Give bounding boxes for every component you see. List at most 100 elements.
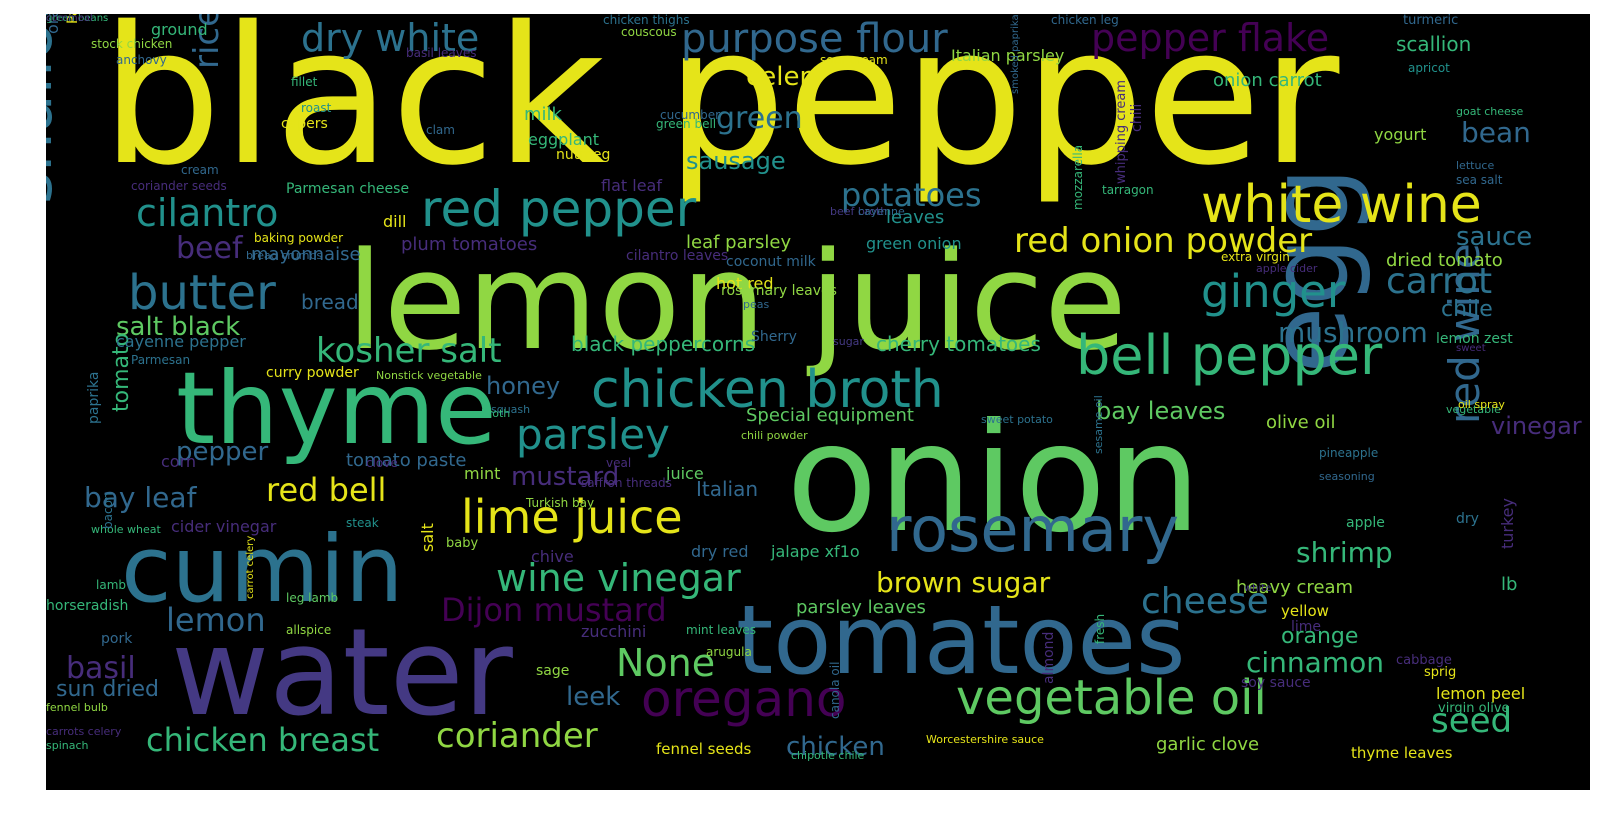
word-italian: Italian <box>696 477 759 501</box>
word-dry-white: dry white <box>301 16 480 60</box>
word-lemon-juice: lemon juice <box>346 223 1127 380</box>
word-seed: seed <box>1431 701 1513 741</box>
word-cloud: black pepper lemon juice onion water thyme to… <box>46 14 1590 790</box>
word-ground: ground <box>151 20 208 39</box>
word-lamb: lamb <box>96 578 126 592</box>
word-horseradish: horseradish <box>46 598 129 614</box>
word-dry: dry <box>1456 511 1479 527</box>
word-red-bell: red bell <box>266 471 387 509</box>
word-mustard: mustard <box>511 462 620 492</box>
word-plum-tomatoes: plum tomatoes <box>401 234 538 255</box>
word-celery: celery <box>746 62 826 92</box>
word-oregano: oregano <box>641 670 847 728</box>
word-paprika: paprika <box>86 371 102 424</box>
word-parsley-leaves: parsley leaves <box>796 597 926 618</box>
word-sugar: sugar <box>833 335 864 348</box>
word-vinegar: vinegar <box>1491 412 1582 440</box>
word-lemon: lemon <box>166 601 266 639</box>
word-scallion: scallion <box>1396 32 1472 56</box>
word-baby: baby <box>446 536 479 551</box>
word-leek: leek <box>566 682 621 712</box>
word-sweet: sweet <box>1456 343 1486 354</box>
word-cream: cream <box>181 163 219 177</box>
word-sage: sage <box>536 663 570 679</box>
word-clam: clam <box>426 123 455 137</box>
word-onion-carrot: onion carrot <box>1213 70 1322 91</box>
word-onion: onion <box>786 392 1202 566</box>
word-bread: bread <box>301 290 359 314</box>
word-apricot: apricot <box>1408 61 1450 75</box>
word-flat-leaf: flat leaf <box>601 176 662 195</box>
word-coriander-seeds: coriander seeds <box>131 179 227 193</box>
word-dry-red: dry red <box>691 542 749 561</box>
word-white-wine: white wine <box>1201 175 1482 235</box>
word-goat-cheese: goat cheese <box>1456 105 1524 118</box>
word-chicken-broth: chicken broth <box>591 360 944 420</box>
word-roast: roast <box>301 101 332 115</box>
word-black-peppercorns: black peppercorns <box>571 332 756 356</box>
word-wine-vinegar: wine vinegar <box>496 556 741 600</box>
word-squash: squash <box>491 403 531 416</box>
word-seasoning: seasoning <box>1319 470 1375 483</box>
word-cilantro: cilantro <box>136 191 279 235</box>
word-mayonnaise: mayonnaise <box>251 244 361 265</box>
word-heavy-cream: heavy cream <box>1236 577 1354 598</box>
word-garlic-clove: garlic clove <box>1156 734 1260 755</box>
word-smoked-paprika: smoked paprika <box>1010 14 1021 94</box>
word-chili-powder: chili powder <box>741 429 808 442</box>
word-apple: apple <box>1346 515 1385 531</box>
word-soy-sauce: soy sauce <box>1241 675 1311 691</box>
word-italian-parsley: Italian parsley <box>951 46 1065 65</box>
word-sprig: sprig <box>1424 665 1457 680</box>
word-basil: basil <box>66 651 136 686</box>
word-cornmeal: cornmeal <box>46 14 93 24</box>
word-corn: corn <box>161 452 197 471</box>
word-lime-juice: lime juice <box>461 490 683 544</box>
word-bean: bean <box>1461 116 1531 149</box>
word-turmeric: turmeric <box>1403 14 1459 28</box>
word-green-onion: green onion <box>866 234 962 253</box>
word-red-pepper: red pepper <box>421 180 697 238</box>
word-olive-oil: olive oil <box>1266 412 1336 433</box>
word-yogurt: yogurt <box>1374 125 1427 144</box>
word-fillet: fillet <box>291 75 318 89</box>
word-orange: orange <box>1281 624 1359 649</box>
word-chipotle-chile: chipotle chile <box>791 749 865 762</box>
word-cinnamon: cinnamon <box>1246 646 1384 679</box>
word-bread-crumbs: bread crumbs <box>246 249 323 262</box>
word-clove: clove <box>366 456 398 470</box>
word-green-bell: green bell <box>656 117 717 131</box>
word-cabbage: cabbage <box>1396 653 1452 668</box>
word-shrimp: shrimp <box>1296 536 1393 569</box>
word-mint: mint <box>464 464 501 483</box>
word-arugula: arugula <box>706 645 752 659</box>
word-thyme-leaves: thyme leaves <box>1351 744 1453 762</box>
word-dill: dill <box>383 212 407 231</box>
word-shallot: shallot <box>46 14 66 204</box>
word-chicken-thighs: chicken thighs <box>603 14 690 27</box>
word-cayenne: cayenne <box>858 205 905 218</box>
word-vegetable-oil: vegetable oil <box>956 670 1267 726</box>
word-yellow: yellow <box>1281 602 1329 620</box>
word-leaf-parsley: leaf parsley <box>686 232 792 253</box>
word-dried-tomato: dried tomato <box>1386 250 1503 271</box>
word-whole-wheat: whole wheat <box>91 523 161 536</box>
word-sesame-oil: sesame oil <box>1092 395 1105 454</box>
word-cumin: cumin <box>121 516 404 623</box>
word-rosemary-leaves: rosemary leaves <box>721 283 837 299</box>
word-sour-cream: sour cream <box>820 53 888 67</box>
word-spinach: spinach <box>46 739 89 752</box>
word-pork: pork <box>101 631 133 647</box>
word-cucumber: cucumber <box>660 108 721 122</box>
word-juice: juice <box>666 464 704 483</box>
word-sweet-potato: sweet potato <box>981 413 1053 426</box>
word-mushroom: mushroom <box>1278 316 1428 349</box>
word-cilantro-leaves: cilantro leaves <box>626 248 729 264</box>
word-leg-lamb: leg lamb <box>286 591 339 605</box>
word-lime: lime <box>1291 619 1322 635</box>
word-pepper: pepper <box>176 437 269 467</box>
word-couscous: couscous <box>621 25 677 39</box>
word-sherry: Sherry <box>751 329 797 345</box>
word-green-beans: green beans <box>46 14 109 24</box>
word-steak: steak <box>346 516 379 530</box>
